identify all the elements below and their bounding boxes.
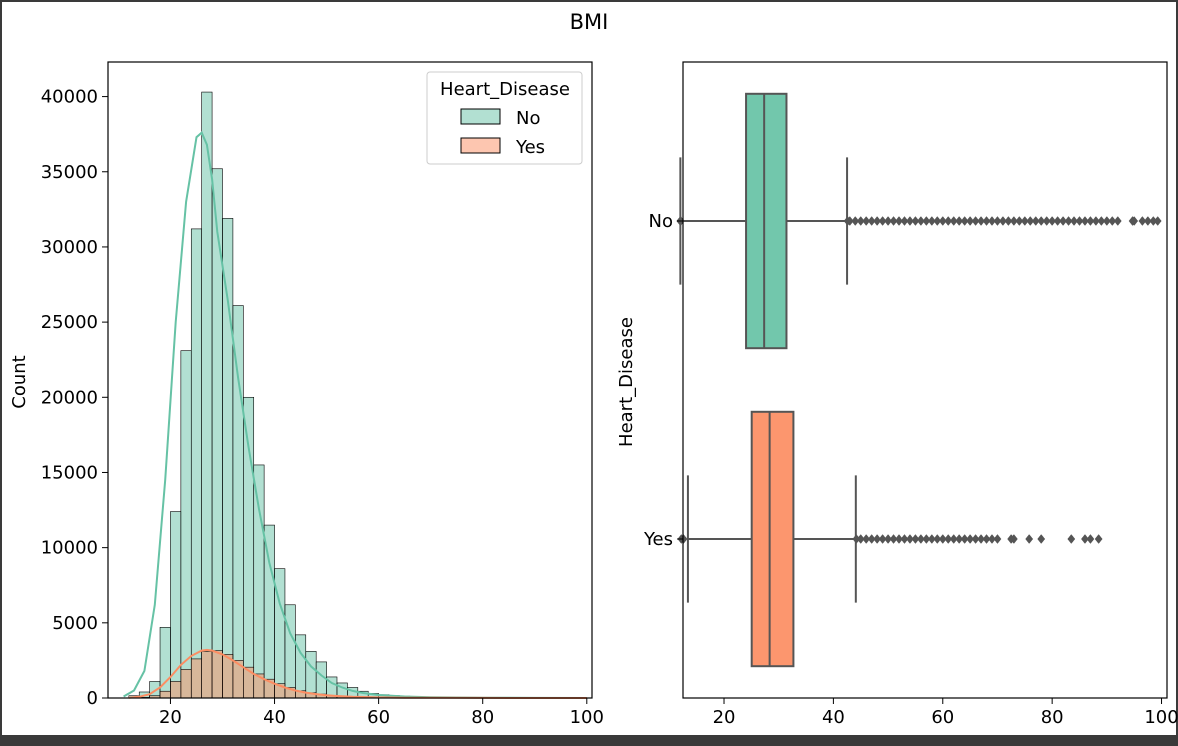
x-tick-label: 20 <box>159 707 182 728</box>
legend-swatch-no <box>461 109 500 124</box>
y-tick-label: 15000 <box>41 462 98 483</box>
box-no <box>746 94 786 348</box>
box-yes <box>752 412 794 666</box>
hist-bar-no <box>316 662 326 698</box>
hist-bar-no <box>202 92 212 698</box>
hist-bar-yes <box>191 659 201 698</box>
hist-bar-yes <box>222 654 232 698</box>
legend-swatch-yes <box>461 138 500 153</box>
legend: Heart_Disease No Yes <box>427 72 582 164</box>
x-tick-label: 20 <box>713 707 736 728</box>
x-tick-label: 80 <box>1041 707 1064 728</box>
hist-bar-no <box>160 627 170 698</box>
x-tick-label: 100 <box>570 707 604 728</box>
y-tick-label: 30000 <box>41 237 98 258</box>
y-tick-label: Yes <box>643 529 673 550</box>
hist-bar-no <box>181 351 191 698</box>
boxplot-y-axis-label: Heart_Disease <box>616 317 637 447</box>
hist-bar-no <box>191 229 201 698</box>
hist-bar-yes <box>160 691 170 698</box>
x-tick-label: 80 <box>471 707 494 728</box>
y-tick-label: No <box>649 211 673 232</box>
y-tick-label: 25000 <box>41 312 98 333</box>
hist-bar-yes <box>181 669 191 698</box>
y-tick-label: 35000 <box>41 162 98 183</box>
hist-bar-yes <box>202 651 212 698</box>
hist-bar-yes <box>170 681 180 698</box>
hist-bar-no <box>264 525 274 698</box>
y-tick-label: 20000 <box>41 387 98 408</box>
legend-label-no: No <box>516 108 540 129</box>
hist-bar-no <box>222 218 232 698</box>
y-tick-label: 10000 <box>41 538 98 559</box>
x-tick-label: 100 <box>1144 707 1178 728</box>
x-tick-label: 40 <box>263 707 286 728</box>
x-tick-label: 60 <box>367 707 390 728</box>
hist-bar-no <box>212 169 222 698</box>
histogram-y-axis-label: Count <box>9 355 30 408</box>
legend-title: Heart_Disease <box>440 79 570 100</box>
y-tick-label: 40000 <box>41 87 98 108</box>
y-tick-label: 0 <box>87 688 98 709</box>
legend-label-yes: Yes <box>515 137 545 158</box>
x-tick-label: 60 <box>931 707 954 728</box>
figure-title: BMI <box>570 10 609 34</box>
x-tick-label: 40 <box>822 707 845 728</box>
hist-bar-no <box>306 651 316 698</box>
y-tick-label: 5000 <box>52 613 98 634</box>
hist-bar-no <box>233 306 243 698</box>
hist-bar-no <box>254 465 264 698</box>
hist-bar-yes <box>212 651 222 698</box>
hist-bar-no <box>285 605 295 698</box>
